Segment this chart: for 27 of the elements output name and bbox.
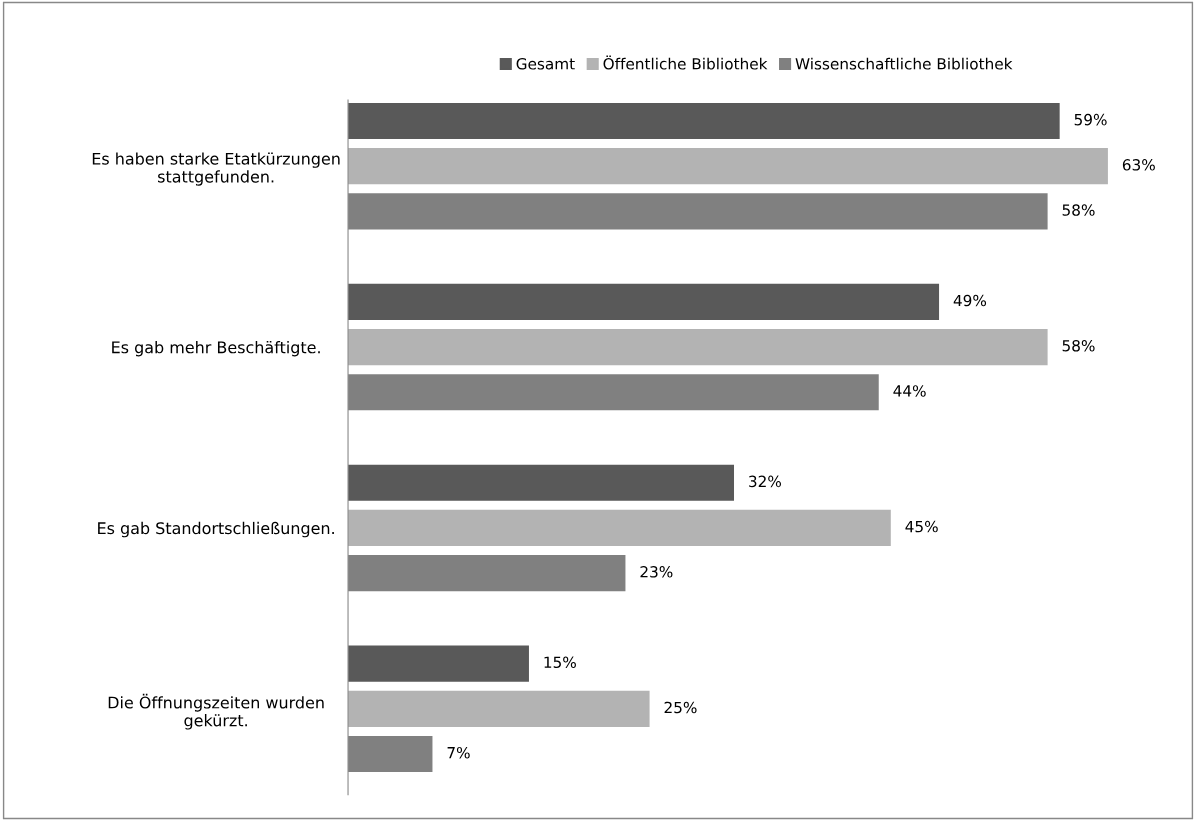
bar xyxy=(348,509,891,547)
data-label: 7% xyxy=(447,746,470,759)
y-tick-label: Es gab Standortschließungen. xyxy=(98,521,334,538)
bar xyxy=(348,283,940,320)
y-tick-label: Es gab mehr Beschäftigte. xyxy=(112,340,320,357)
bar xyxy=(348,328,1048,366)
data-label: 32% xyxy=(749,475,782,488)
legend-label: Gesamt xyxy=(516,58,575,70)
data-label: 63% xyxy=(1122,159,1155,171)
data-label: 45% xyxy=(905,520,938,533)
data-label: 23% xyxy=(640,566,673,578)
data-label: 58% xyxy=(1062,339,1095,352)
data-label: 15% xyxy=(544,656,576,669)
bar xyxy=(348,464,735,501)
y-tick-label: Die Öffnungszeiten wurden gekürzt. xyxy=(108,693,324,730)
legend-label: Wissenschaftliche Bibliothek xyxy=(795,57,1013,70)
y-tick-label: Es haben starke Etatkürzungen stattgefunden. xyxy=(92,152,340,186)
data-label: 44% xyxy=(893,385,926,397)
data-label: 58% xyxy=(1062,204,1095,216)
data-label: 25% xyxy=(664,701,697,714)
bar xyxy=(348,645,529,682)
bar xyxy=(348,148,1108,185)
data-label: 49% xyxy=(953,294,987,307)
bar xyxy=(348,102,1060,140)
legend-label: Öffentliche Bibliothek xyxy=(603,55,768,70)
bar xyxy=(348,690,650,727)
data-label: 59% xyxy=(1074,113,1107,126)
